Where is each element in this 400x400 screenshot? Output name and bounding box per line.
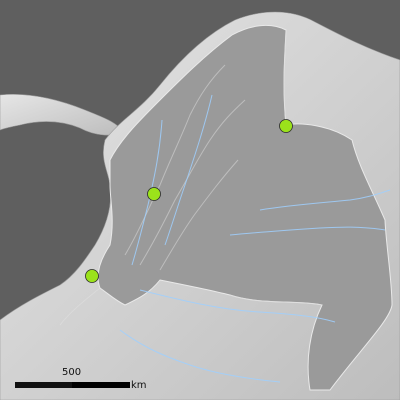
site-marker[interactable] [279, 119, 293, 133]
landmass-north-america-isthmus [0, 94, 123, 136]
relief-shading [124, 64, 246, 271]
borders [59, 29, 323, 326]
scale-unit: km [131, 380, 147, 391]
scale-label: 500 [62, 367, 82, 378]
scale-bar [15, 382, 130, 388]
highlighted-region [97, 24, 393, 391]
site-markers [85, 119, 293, 283]
site-marker[interactable] [147, 187, 161, 201]
site-marker[interactable] [85, 269, 99, 283]
rivers [119, 94, 391, 383]
